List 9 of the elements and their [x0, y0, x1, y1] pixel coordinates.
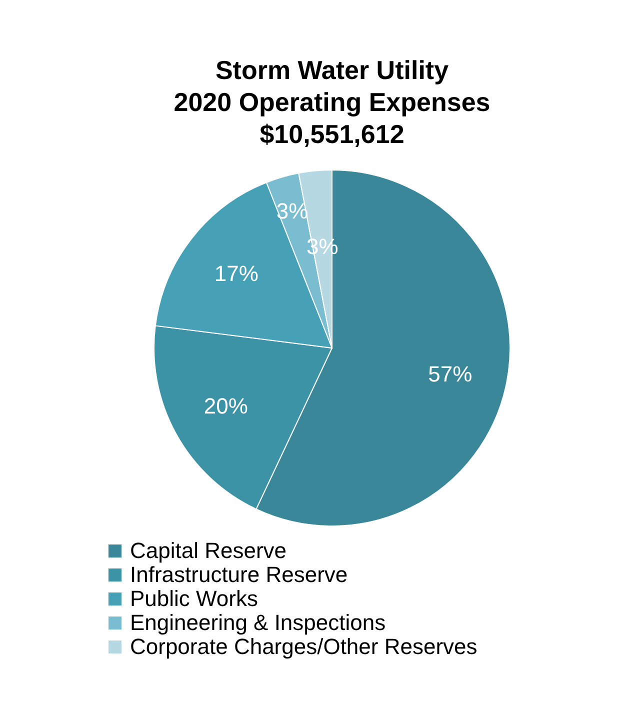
- legend-label: Public Works: [130, 586, 258, 611]
- data-label: 57%: [428, 361, 472, 386]
- legend-label: Engineering & Inspections: [130, 610, 386, 635]
- data-label: 20%: [204, 393, 248, 418]
- chart-title: Storm Water Utility 2020 Operating Expenses $10,551,612: [174, 55, 490, 149]
- legend-label: Corporate Charges/Other Reserves: [130, 634, 478, 659]
- legend-label: Capital Reserve: [130, 538, 287, 563]
- legend-label: Infrastructure Reserve: [130, 562, 348, 587]
- data-label: 17%: [214, 260, 258, 286]
